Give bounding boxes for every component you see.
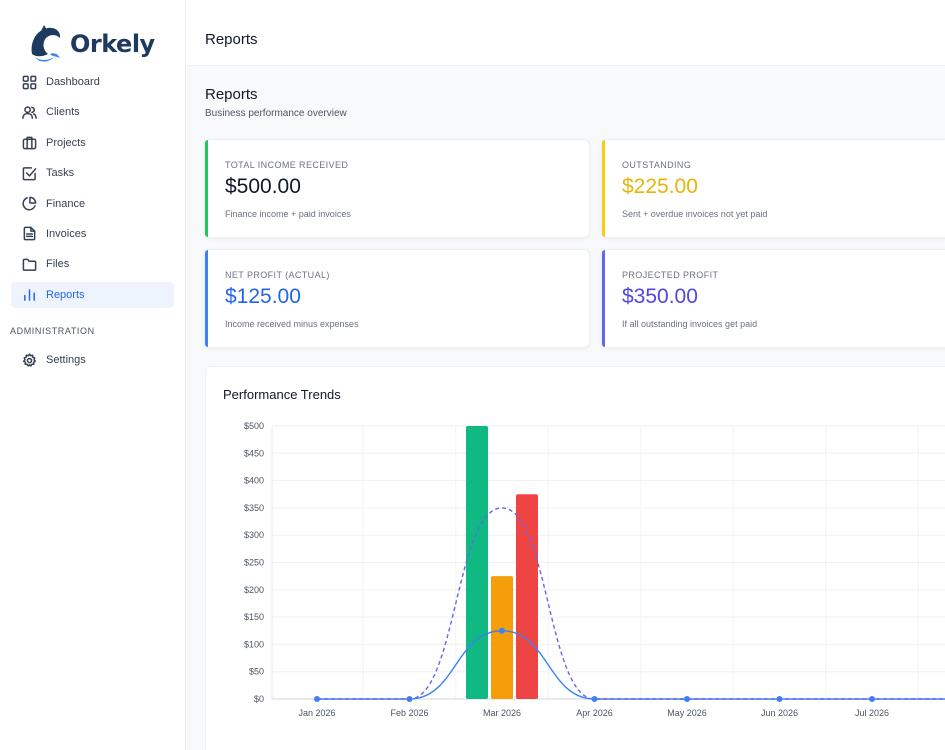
x-tick-label: Jul 2026 — [855, 708, 889, 718]
chart-point — [499, 627, 505, 634]
chart-title: Performance Trends — [223, 387, 341, 402]
sidebar-item-reports[interactable]: Reports — [11, 281, 174, 308]
x-tick-label: Feb 2026 — [390, 708, 428, 718]
chart-bar — [491, 576, 513, 699]
y-tick-label: $0 — [254, 694, 264, 704]
card-description: Sent + overdue invoices not yet paid — [622, 209, 768, 219]
y-tick-label: $250 — [244, 558, 264, 568]
card-label: PROJECTED PROFIT — [622, 270, 719, 280]
y-tick-label: $350 — [244, 503, 264, 513]
sidebar-item-label: Dashboard — [46, 76, 100, 88]
folder-icon — [22, 258, 37, 271]
document-icon — [23, 227, 36, 241]
x-tick-label: May 2026 — [667, 708, 707, 718]
performance-trends-chart: $0 $50 $100 $150 $200 $250 $300 $350 $400 $450 $50… — [244, 421, 945, 718]
chart-line-series — [317, 630, 945, 700]
card-value: $225.00 — [622, 175, 698, 198]
sidebar-item-tasks[interactable]: Tasks — [11, 160, 174, 186]
y-tick-label: $150 — [244, 612, 264, 622]
sidebar-item-settings[interactable]: Settings — [11, 347, 174, 373]
y-tick-label: $300 — [244, 530, 264, 540]
sidebar-item-label: Reports — [46, 288, 85, 301]
chart-bar — [466, 426, 488, 699]
briefcase-icon — [22, 136, 37, 150]
x-tick-label: Mar 2026 — [483, 708, 521, 718]
gear-icon — [22, 352, 37, 367]
x-tick-label: Jan 2026 — [298, 708, 335, 718]
sidebar-item-finance[interactable]: Finance — [11, 191, 174, 217]
card-net-profit: NET PROFIT (ACTUAL) $125.00 Income recei… — [204, 249, 590, 348]
chart-point — [684, 696, 690, 702]
chart-line-series — [317, 507, 945, 700]
sidebar-item-label: Tasks — [46, 167, 75, 180]
top-header: Reports — [187, 16, 945, 66]
sidebar-nav: Dashboard Clients Projects Tasks Finance… — [11, 69, 174, 312]
card-accent — [205, 250, 208, 347]
card-total-income: TOTAL INCOME RECEIVED $500.00 Finance in… — [204, 139, 590, 238]
page-subtitle: Business performance overview — [205, 108, 347, 119]
bar-chart-icon — [24, 289, 35, 302]
card-accent — [602, 140, 605, 237]
brand-name: Orkely — [70, 30, 155, 58]
performance-trends-card: Performance Trends $0 $50 $100 $150 $200 $250… — [205, 366, 945, 750]
sidebar-item-label: Clients — [46, 106, 80, 119]
sidebar-item-files[interactable]: Files — [11, 251, 174, 277]
y-tick-label: $50 — [249, 667, 264, 677]
dashboard-icon — [22, 75, 37, 89]
y-tick-label: $200 — [244, 585, 264, 595]
x-tick-label: Apr 2026 — [576, 708, 613, 718]
page-title: Reports — [205, 86, 258, 103]
chart-bar — [516, 494, 538, 699]
card-label: OUTSTANDING — [622, 160, 692, 170]
card-outstanding: OUTSTANDING $225.00 Sent + overdue invoi… — [601, 139, 945, 238]
card-description: Finance income + paid invoices — [225, 209, 351, 219]
sidebar-item-label: Projects — [46, 136, 86, 149]
card-value: $350.00 — [622, 285, 698, 308]
y-tick-label: $100 — [244, 639, 264, 649]
card-description: Income received minus expenses — [225, 319, 359, 329]
y-tick-label: $500 — [244, 421, 264, 431]
card-label: TOTAL INCOME RECEIVED — [225, 160, 349, 170]
sidebar-item-label: Finance — [46, 197, 86, 210]
card-projected-profit: PROJECTED PROFIT $350.00 If all outstand… — [601, 249, 945, 348]
card-accent — [205, 140, 208, 237]
brand-logo[interactable]: Orkely — [26, 24, 155, 64]
sidebar-item-label: Files — [46, 258, 70, 271]
users-icon — [22, 106, 37, 119]
card-accent — [602, 250, 605, 347]
sidebar-admin-nav: Settings — [11, 347, 174, 377]
orca-logo-icon — [31, 25, 61, 62]
y-tick-label: $400 — [244, 476, 264, 486]
card-value: $500.00 — [225, 175, 301, 198]
sidebar: Orkely Dashboard Clients Projects Tasks … — [0, 0, 186, 750]
sidebar-item-dashboard[interactable]: Dashboard — [11, 69, 174, 95]
sidebar-item-projects[interactable]: Projects — [11, 130, 174, 156]
pie-chart-icon — [22, 196, 37, 211]
sidebar-item-label: Invoices — [46, 227, 87, 240]
card-label: NET PROFIT (ACTUAL) — [225, 270, 330, 280]
card-description: If all outstanding invoices get paid — [622, 319, 758, 329]
sidebar-item-invoices[interactable]: Invoices — [11, 221, 174, 247]
sidebar-item-clients[interactable]: Clients — [11, 99, 174, 125]
nav-section-administration: ADMINISTRATION — [10, 326, 95, 336]
sidebar-item-label: Settings — [46, 354, 86, 366]
main-content: Reports Business performance overview TO… — [187, 66, 945, 750]
y-tick-label: $450 — [244, 448, 264, 458]
chart-point — [591, 696, 598, 702]
card-value: $125.00 — [225, 285, 301, 308]
checkbox-icon — [22, 166, 37, 181]
x-tick-label: Jun 2026 — [761, 708, 798, 718]
header-title: Reports — [205, 31, 258, 48]
